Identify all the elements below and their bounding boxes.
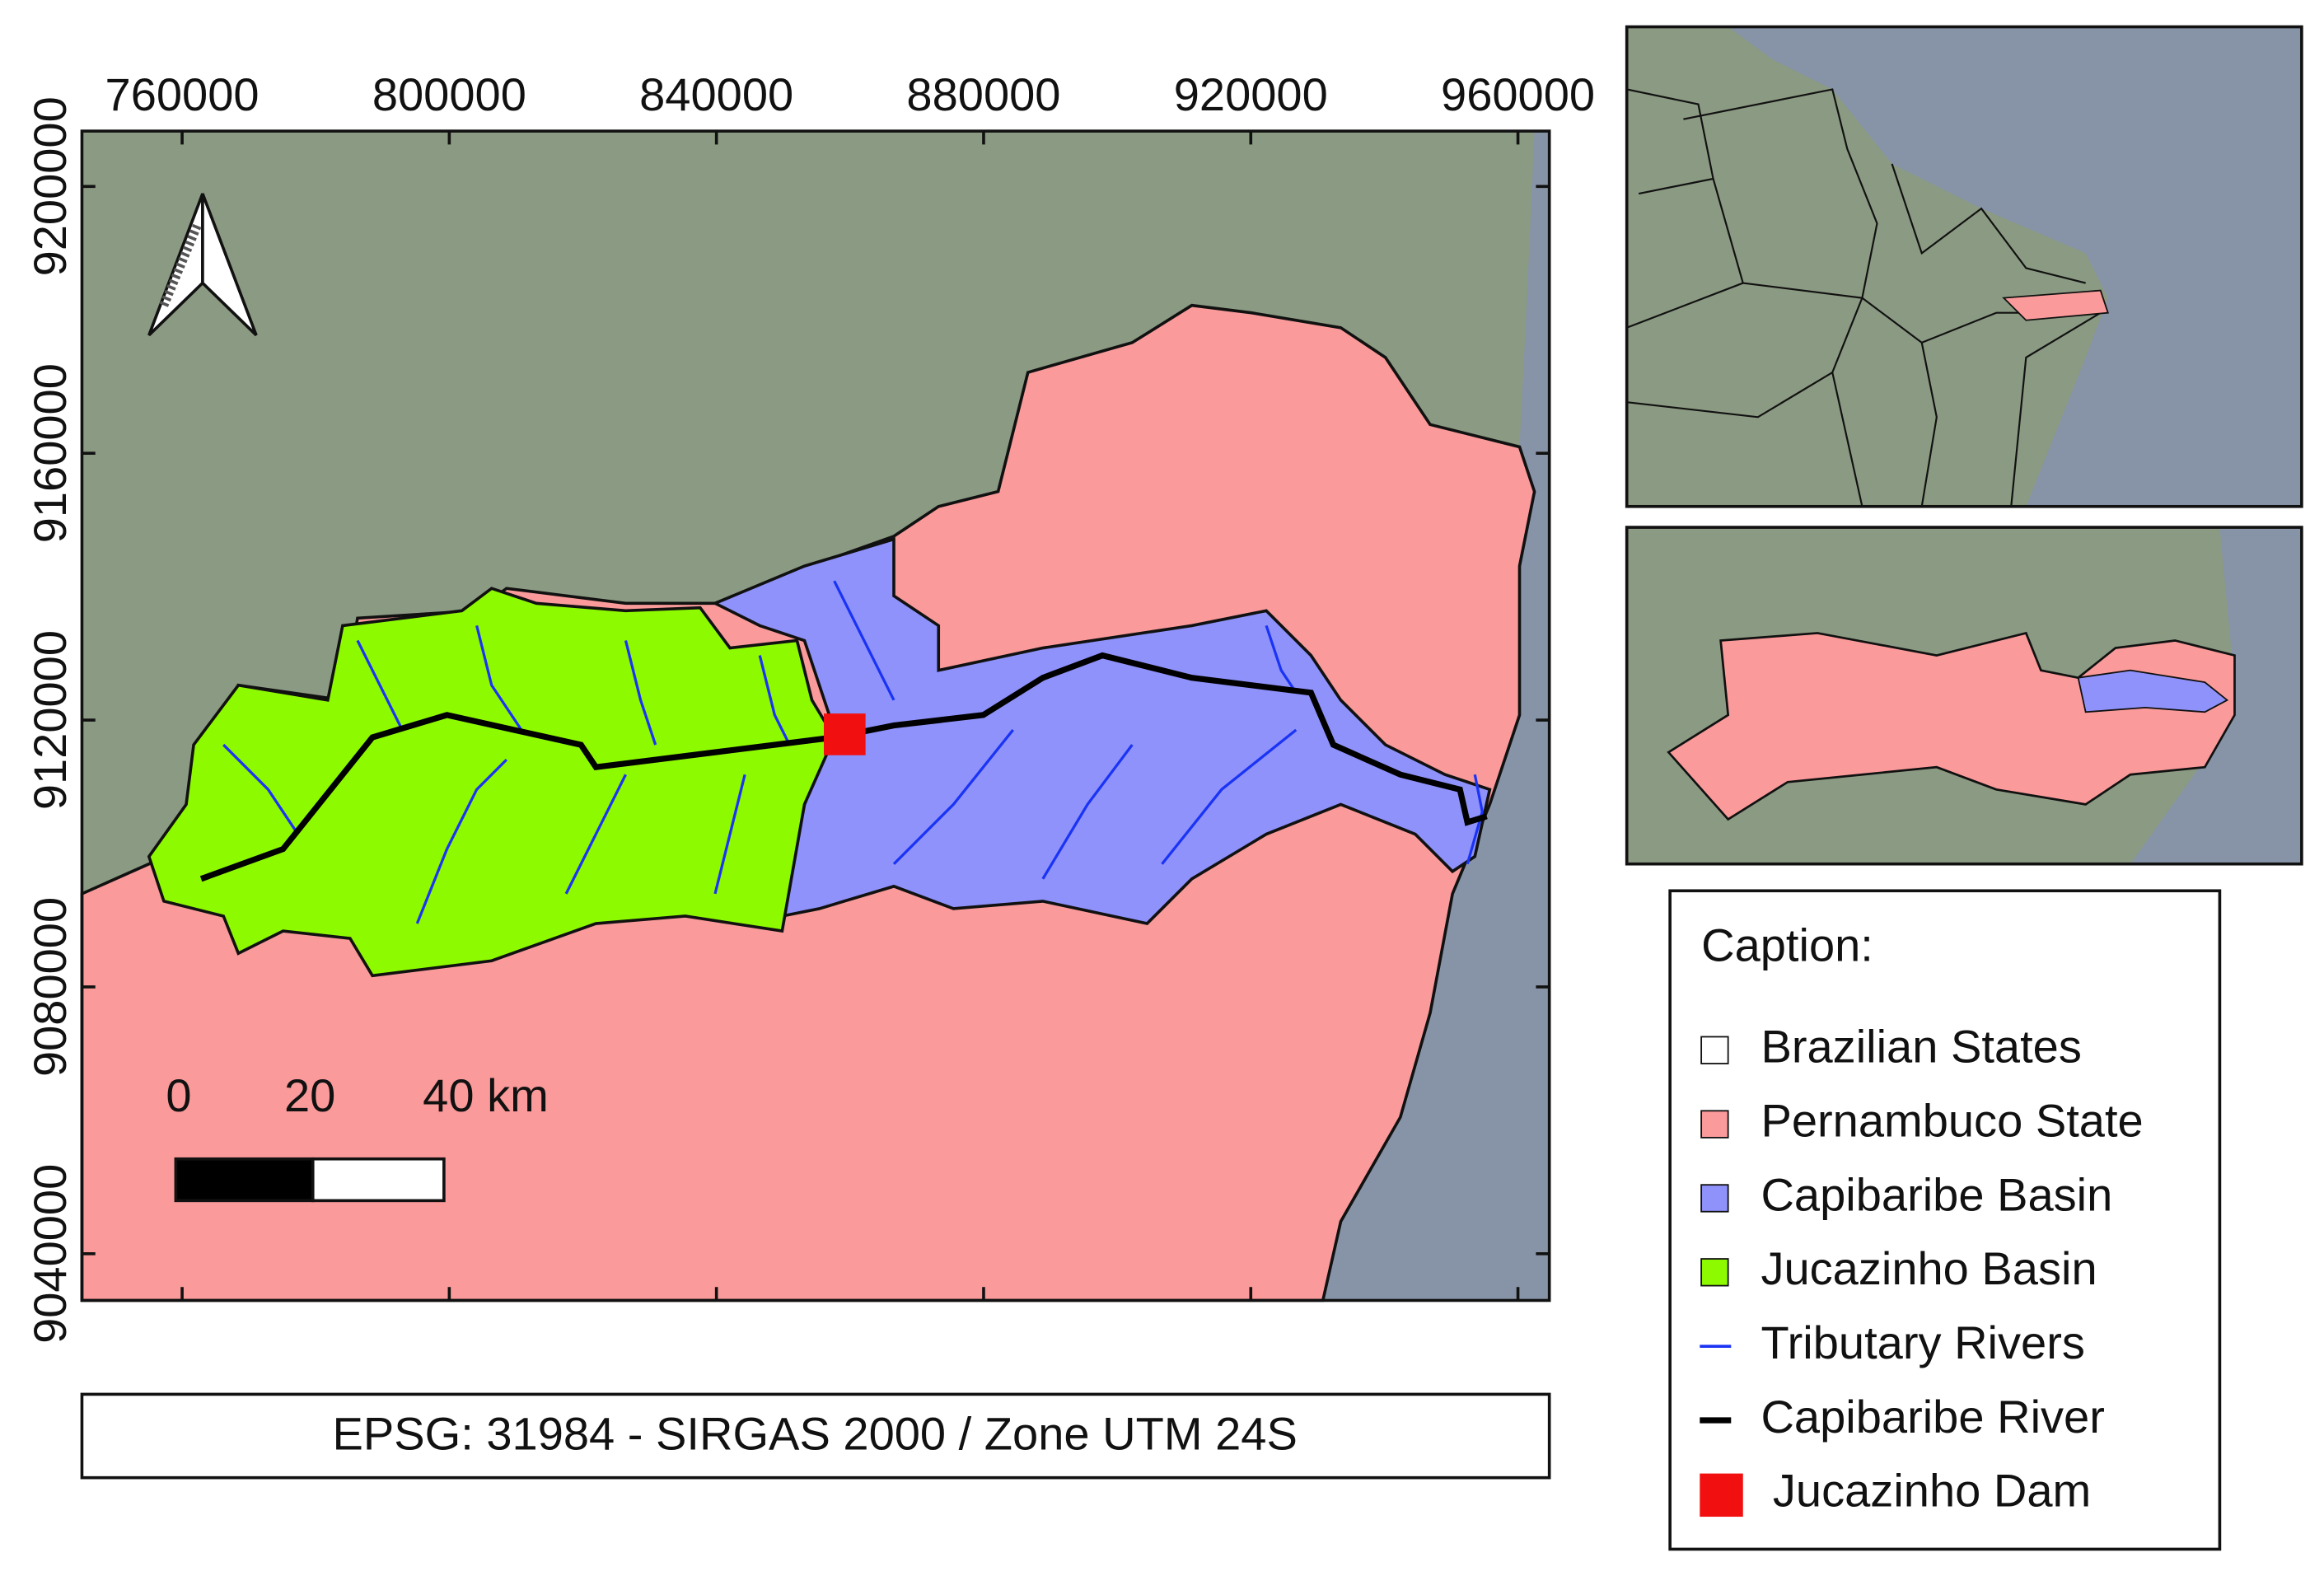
legend-swatch <box>1700 1110 1729 1139</box>
tributary <box>892 728 1014 865</box>
legend-label: Capibaribe River <box>1761 1391 2104 1443</box>
north-arrow-right <box>201 193 258 337</box>
legend-label: Brazilian States <box>1761 1021 2081 1073</box>
inset-capibaribe <box>2077 669 2229 713</box>
tributary <box>1466 774 1484 865</box>
scale-label: 20 <box>284 1069 335 1121</box>
scale-label: 40 km <box>423 1069 549 1121</box>
inset-brazil <box>1625 25 2303 508</box>
state-border <box>1891 163 2086 284</box>
inset-pernambuco <box>2002 289 2110 321</box>
y-tick-label: 9080000 <box>24 897 76 1077</box>
tributary <box>713 774 746 895</box>
legend-title: Caption: <box>1701 919 1873 971</box>
tributary <box>564 774 627 895</box>
tributary <box>1161 728 1298 865</box>
inset-pernambuco-map <box>1625 526 2303 866</box>
x-tick-label: 880000 <box>906 68 1060 120</box>
tributary <box>222 743 300 835</box>
scale-bar-white <box>311 1157 446 1203</box>
state-border <box>1683 88 1878 373</box>
jucazinho-basin <box>147 587 836 978</box>
tributary <box>475 625 523 731</box>
ocean <box>1311 131 1550 1301</box>
x-tick-label: 960000 <box>1441 68 1595 120</box>
state-border <box>1626 371 1863 507</box>
tributary <box>624 640 657 746</box>
tributary <box>1041 744 1134 880</box>
legend-swatch <box>1700 1184 1729 1213</box>
y-tick-label: 9120000 <box>24 630 76 810</box>
tributary <box>1265 624 1298 694</box>
main-map: 0 20 40 km <box>80 129 1551 1302</box>
x-tick-label: 840000 <box>639 68 793 120</box>
legend-label: Capibaribe Basin <box>1761 1168 2112 1220</box>
inset-ocean <box>2130 527 2302 864</box>
y-tick-label: 9040000 <box>24 1164 76 1344</box>
legend-label: Pernambuco State <box>1761 1094 2143 1146</box>
x-tick-label: 760000 <box>105 68 260 120</box>
inset-ocean <box>1728 26 2302 507</box>
legend-swatch <box>1700 1473 1743 1518</box>
crs-frame <box>80 1392 1551 1480</box>
north-arrow-hatch <box>159 222 203 307</box>
scale-label: 0 <box>166 1069 191 1121</box>
jucazinho-dam <box>824 713 866 755</box>
scale-bar-black <box>174 1157 315 1203</box>
y-tick-label: 9200000 <box>24 96 76 276</box>
tributary <box>758 655 791 746</box>
legend-label: Jucazinho Basin <box>1761 1242 2097 1294</box>
north-arrow <box>147 193 258 337</box>
x-tick-label: 800000 <box>372 68 526 120</box>
y-tick-label: 9160000 <box>24 363 76 543</box>
legend-label: Jucazinho Dam <box>1773 1465 2091 1517</box>
legend: Caption: Brazilian States Pernambuco Stat… <box>1668 889 2222 1551</box>
tributary <box>415 758 507 924</box>
capibaribe-river <box>199 652 1488 882</box>
legend-swatch <box>1700 1258 1729 1287</box>
map-frame <box>80 129 1551 1302</box>
crs-box: EPSG: 31984 - SIRGAS 2000 / Zone UTM 24S <box>80 1392 1551 1480</box>
x-tick-label: 920000 <box>1174 68 1328 120</box>
tributary-rivers <box>222 580 1484 924</box>
state-border <box>1626 88 1714 195</box>
inset-frame <box>1625 526 2303 866</box>
legend-frame <box>1668 889 2222 1551</box>
inset-frame <box>1625 25 2303 508</box>
legend-label: Tributary Rivers <box>1761 1316 2084 1368</box>
tributary <box>356 639 404 731</box>
tributary <box>833 580 895 701</box>
crs-text: EPSG: 31984 - SIRGAS 2000 / Zone UTM 24S <box>332 1408 1297 1460</box>
legend-swatch <box>1700 1036 1729 1064</box>
